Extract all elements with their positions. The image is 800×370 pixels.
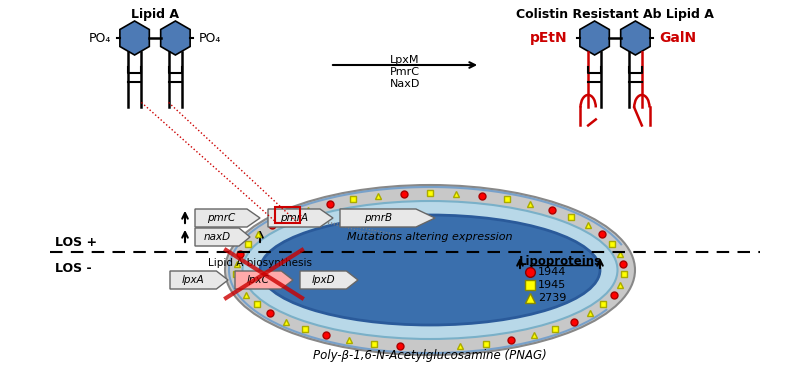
Text: LpxM: LpxM — [390, 55, 420, 65]
Text: Lipid A: Lipid A — [131, 8, 179, 21]
Text: Lipoproteins: Lipoproteins — [518, 256, 602, 269]
Ellipse shape — [242, 201, 618, 339]
Polygon shape — [195, 228, 250, 246]
Text: pmrB: pmrB — [364, 213, 392, 223]
Text: 1945: 1945 — [538, 280, 566, 290]
Polygon shape — [580, 21, 610, 55]
Text: 2739: 2739 — [538, 293, 566, 303]
Text: pEtN: pEtN — [530, 31, 567, 45]
Bar — [275, 207, 300, 223]
Text: Poly-β-1,6-N-Acetylglucosamine (PNAG): Poly-β-1,6-N-Acetylglucosamine (PNAG) — [313, 349, 547, 361]
Text: Lipid A biosynthesis: Lipid A biosynthesis — [208, 258, 312, 268]
Text: lpxD: lpxD — [311, 275, 335, 285]
Text: PO₄: PO₄ — [89, 31, 111, 44]
Text: LOS +: LOS + — [55, 235, 97, 249]
Text: 1944: 1944 — [538, 267, 566, 277]
Text: naxD: naxD — [203, 232, 230, 242]
Text: pmrA: pmrA — [280, 213, 308, 223]
Text: PO₄: PO₄ — [199, 31, 222, 44]
Polygon shape — [621, 21, 650, 55]
Polygon shape — [161, 21, 190, 55]
Text: lpxC: lpxC — [246, 275, 270, 285]
Polygon shape — [300, 271, 358, 289]
Polygon shape — [268, 209, 333, 227]
Text: lpxA: lpxA — [182, 275, 205, 285]
Text: LOS -: LOS - — [55, 262, 92, 275]
Text: Colistin Resistant Ab Lipid A: Colistin Resistant Ab Lipid A — [516, 8, 714, 21]
Text: NaxD: NaxD — [390, 79, 420, 89]
Text: pmrC: pmrC — [207, 213, 235, 223]
Text: GalN: GalN — [659, 31, 696, 45]
Polygon shape — [235, 271, 293, 289]
Text: Mutations altering expression: Mutations altering expression — [347, 232, 513, 242]
Polygon shape — [170, 271, 228, 289]
Ellipse shape — [225, 185, 635, 355]
Text: PmrC: PmrC — [390, 67, 420, 77]
Polygon shape — [120, 21, 150, 55]
Polygon shape — [195, 209, 260, 227]
Ellipse shape — [260, 215, 600, 325]
Polygon shape — [340, 209, 435, 227]
